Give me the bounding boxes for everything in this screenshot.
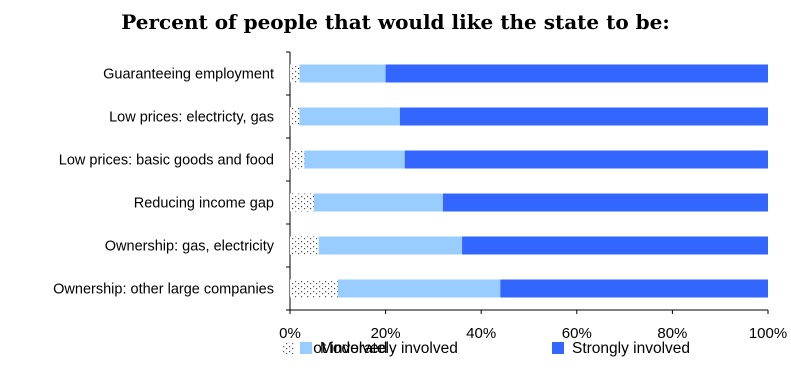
category-label: Ownership: gas, electricity (105, 239, 275, 255)
bar-segment-1 (290, 279, 338, 298)
bar-segment-3 (462, 236, 768, 255)
x-tick-label: 80% (657, 325, 687, 342)
bar-segment-3 (500, 279, 768, 298)
bar-segment-2 (313, 193, 443, 212)
plot-area: 0% 20% 40% 60% 80% 100% Guaranteeing employmen… (53, 51, 787, 357)
category-label: Low prices: electricty, gas (109, 110, 274, 126)
legend-label: Strongly involved (572, 340, 690, 357)
bar-segment-3 (404, 150, 768, 169)
bar-segment-3 (442, 193, 768, 212)
legend-swatch (282, 342, 294, 354)
bar-segment-1 (290, 236, 319, 255)
x-tick-label: 20% (371, 325, 401, 342)
legend-swatch (300, 342, 312, 354)
category-label: Reducing income gap (134, 196, 274, 212)
legend-swatch (552, 342, 564, 354)
legend-label: Not involved (302, 340, 387, 357)
bar-segment-2 (304, 150, 405, 169)
bar-segment-2 (299, 64, 386, 83)
x-tick-label: 100% (749, 325, 787, 342)
category-label: Ownership: other large companies (53, 282, 274, 298)
bar-segment-2 (337, 279, 501, 298)
bar-segment-1 (290, 64, 300, 83)
bar-segment-1 (290, 150, 305, 169)
chart-title: Percent of people that would like the st… (121, 10, 670, 34)
x-tick-label: 40% (466, 325, 496, 342)
bar-segment-1 (290, 193, 314, 212)
x-tick-label: 0% (279, 325, 301, 342)
bar-segment-2 (318, 236, 463, 255)
category-label: Guaranteeing employment (103, 67, 274, 83)
bar-segment-3 (385, 64, 768, 83)
bar-segment-1 (290, 107, 300, 126)
category-label: Low prices: basic goods and food (59, 153, 274, 169)
bar-segment-3 (399, 107, 768, 126)
bar-segment-2 (299, 107, 400, 126)
x-tick-label: 60% (562, 325, 592, 342)
legend-label: Moderately involved (320, 340, 458, 357)
